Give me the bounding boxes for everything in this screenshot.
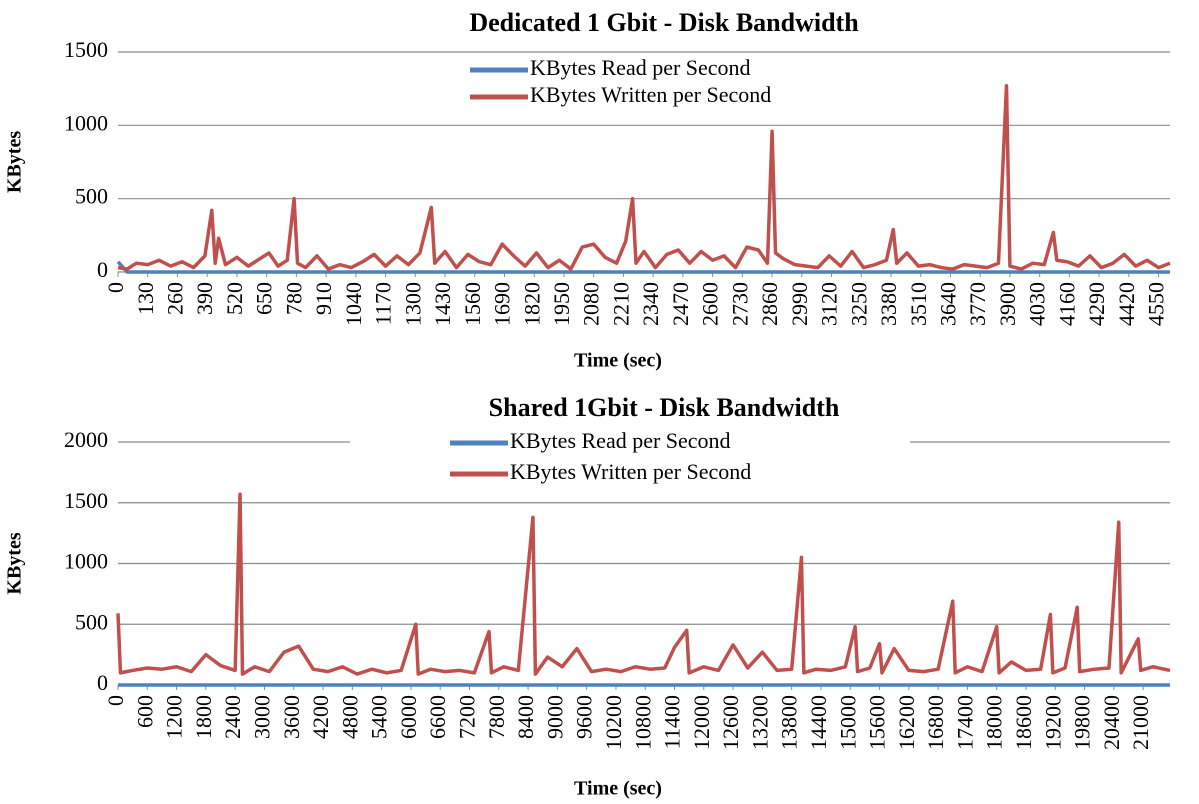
x-tick-label: 1560 bbox=[460, 282, 485, 326]
x-tick-label: 16800 bbox=[923, 695, 948, 750]
x-tick-label: 16200 bbox=[894, 695, 919, 750]
x-tick-label: 0 bbox=[103, 695, 128, 706]
y-axis-label: KBytes bbox=[4, 532, 26, 594]
x-tick-label: 5400 bbox=[367, 695, 392, 739]
x-tick-label: 12600 bbox=[718, 695, 743, 750]
x-tick-label: 15000 bbox=[835, 695, 860, 750]
x-tick-label: 1200 bbox=[162, 695, 187, 739]
x-tick-label: 910 bbox=[311, 282, 336, 315]
x-tick-label: 18000 bbox=[982, 695, 1007, 750]
x-tick-label: 3380 bbox=[876, 282, 901, 326]
data-line bbox=[116, 260, 1170, 274]
y-tick-label: 2000 bbox=[64, 427, 108, 452]
legend-label: KBytes Read per Second bbox=[510, 428, 731, 453]
x-tick-label: 780 bbox=[281, 282, 306, 315]
x-tick-label: 18600 bbox=[1011, 695, 1036, 750]
x-tick-label: 130 bbox=[133, 282, 158, 315]
x-tick-label: 2470 bbox=[668, 282, 693, 326]
data-line bbox=[117, 83, 1171, 271]
x-tick-label: 2210 bbox=[608, 282, 633, 326]
x-tick-label: 2080 bbox=[579, 282, 604, 326]
x-tick-label: 7200 bbox=[455, 695, 480, 739]
x-tick-label: 3250 bbox=[846, 282, 871, 326]
x-tick-label: 21000 bbox=[1128, 695, 1153, 750]
x-tick-label: 4420 bbox=[1114, 282, 1139, 326]
x-tick-label: 13800 bbox=[777, 695, 802, 750]
x-tick-label: 2340 bbox=[638, 282, 663, 326]
x-tick-label: 4290 bbox=[1084, 282, 1109, 326]
y-tick-label: 500 bbox=[75, 609, 108, 634]
x-tick-label: 4200 bbox=[308, 695, 333, 739]
x-tick-label: 3510 bbox=[906, 282, 931, 326]
x-tick-label: 4030 bbox=[1025, 282, 1050, 326]
x-tick-label: 12000 bbox=[689, 695, 714, 750]
x-tick-label: 2730 bbox=[727, 282, 752, 326]
x-tick-label: 1690 bbox=[490, 282, 515, 326]
legend-label: KBytes Written per Second bbox=[510, 459, 751, 484]
y-tick-label: 1000 bbox=[64, 549, 108, 574]
x-tick-label: 3000 bbox=[249, 695, 274, 739]
x-tick-label: 17400 bbox=[952, 695, 977, 750]
x-tick-label: 2990 bbox=[787, 282, 812, 326]
y-tick-label: 0 bbox=[97, 257, 108, 282]
x-tick-label: 390 bbox=[192, 282, 217, 315]
x-tick-label: 7800 bbox=[484, 695, 509, 739]
x-tick-label: 2600 bbox=[698, 282, 723, 326]
x-tick-label: 3900 bbox=[995, 282, 1020, 326]
y-tick-label: 1500 bbox=[64, 488, 108, 513]
x-tick-label: 4550 bbox=[1144, 282, 1169, 326]
x-tick-label: 2860 bbox=[757, 282, 782, 326]
x-tick-label: 4800 bbox=[337, 695, 362, 739]
y-tick-label: 0 bbox=[97, 670, 108, 695]
x-tick-label: 1820 bbox=[519, 282, 544, 326]
legend-background bbox=[350, 428, 910, 490]
x-tick-label: 260 bbox=[163, 282, 188, 315]
x-tick-label: 4160 bbox=[1054, 282, 1079, 326]
x-tick-label: 20400 bbox=[1099, 695, 1124, 750]
x-tick-label: 3120 bbox=[817, 282, 842, 326]
x-tick-label: 1800 bbox=[191, 695, 216, 739]
y-tick-label: 500 bbox=[75, 184, 108, 209]
x-tick-label: 520 bbox=[222, 282, 247, 315]
y-axis-label: KBytes bbox=[4, 131, 26, 193]
x-tick-label: 14400 bbox=[806, 695, 831, 750]
x-tick-label: 19800 bbox=[1070, 695, 1095, 750]
x-tick-label: 1170 bbox=[371, 282, 396, 325]
x-tick-label: 6600 bbox=[425, 695, 450, 739]
y-tick-label: 1500 bbox=[64, 37, 108, 62]
x-tick-label: 3600 bbox=[279, 695, 304, 739]
x-tick-label: 1040 bbox=[341, 282, 366, 326]
x-tick-label: 0 bbox=[103, 282, 128, 293]
data-line bbox=[116, 492, 1171, 676]
x-tick-label: 10200 bbox=[601, 695, 626, 750]
legend-label: KBytes Read per Second bbox=[530, 55, 751, 80]
y-tick-label: 1000 bbox=[64, 110, 108, 135]
x-tick-label: 13200 bbox=[747, 695, 772, 750]
x-tick-label: 9000 bbox=[542, 695, 567, 739]
chart-title: Dedicated 1 Gbit - Disk Bandwidth bbox=[469, 8, 859, 37]
x-tick-label: 6000 bbox=[396, 695, 421, 739]
x-tick-label: 600 bbox=[132, 695, 157, 728]
x-tick-label: 3770 bbox=[965, 282, 990, 326]
x-tick-label: 11400 bbox=[660, 695, 685, 749]
x-tick-label: 3640 bbox=[935, 282, 960, 326]
x-tick-label: 1950 bbox=[549, 282, 574, 326]
x-axis-label: Time (sec) bbox=[574, 350, 662, 372]
legend-label: KBytes Written per Second bbox=[530, 82, 771, 107]
x-tick-label: 10800 bbox=[630, 695, 655, 750]
x-tick-label: 9600 bbox=[572, 695, 597, 739]
x-tick-label: 15600 bbox=[865, 695, 890, 750]
x-tick-label: 650 bbox=[252, 282, 277, 315]
x-tick-label: 19200 bbox=[1040, 695, 1065, 750]
chart-title: Shared 1Gbit - Disk Bandwidth bbox=[489, 393, 840, 422]
x-tick-label: 1300 bbox=[400, 282, 425, 326]
x-tick-label: 8400 bbox=[513, 695, 538, 739]
x-axis-label: Time (sec) bbox=[574, 778, 662, 800]
x-tick-label: 1430 bbox=[430, 282, 455, 326]
x-tick-label: 2400 bbox=[220, 695, 245, 739]
